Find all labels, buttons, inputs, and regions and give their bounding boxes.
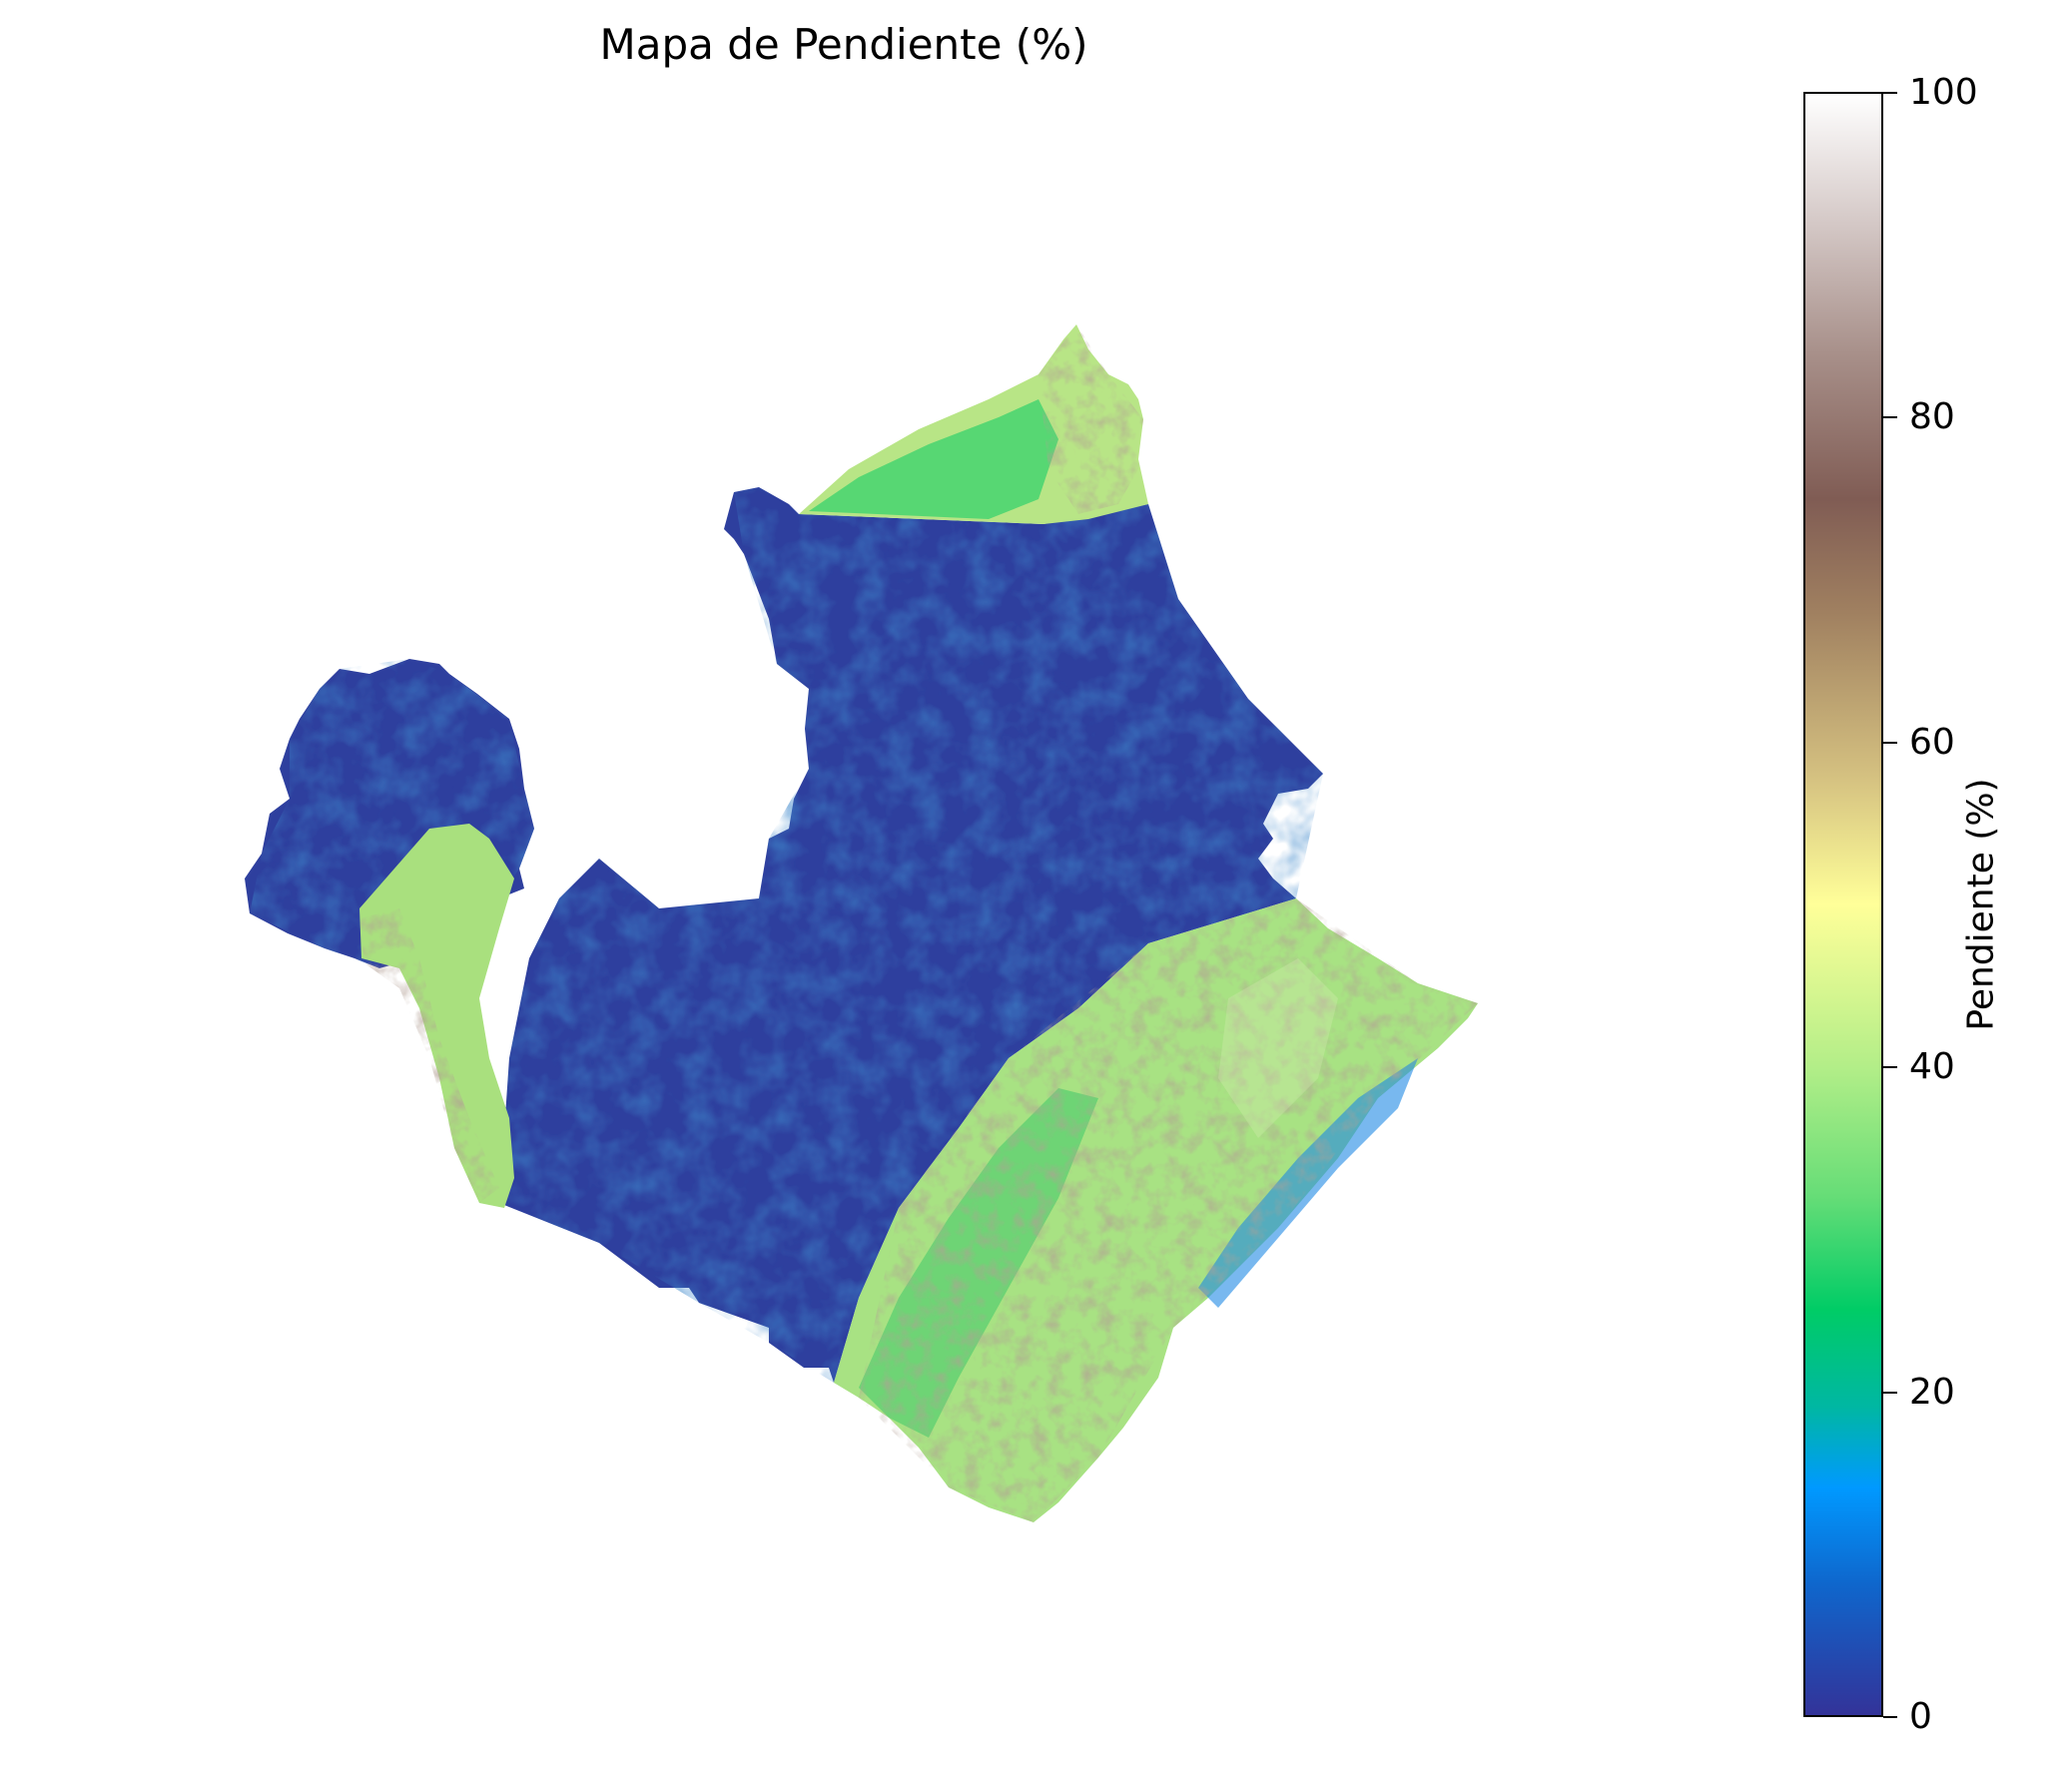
colorbar-tick-label: 20 <box>1909 1372 1955 1413</box>
slope-map <box>245 324 1478 1522</box>
colorbar-tick-20 <box>1883 1392 1897 1394</box>
colorbar-tick-label: 80 <box>1909 396 1955 437</box>
colorbar-tick-label: 100 <box>1909 72 1978 113</box>
colorbar-tick-label: 60 <box>1909 722 1955 763</box>
colorbar-tick-40 <box>1883 1066 1897 1068</box>
colorbar-tick-label: 0 <box>1909 1696 1932 1737</box>
page-title: Mapa de Pendiente (%) <box>599 20 1088 69</box>
colorbar-tick-label: 40 <box>1909 1046 1955 1087</box>
colorbar-tick-60 <box>1883 742 1897 744</box>
colorbar-title: Pendiente (%) <box>1960 778 2002 1031</box>
colorbar-tick-80 <box>1883 416 1897 418</box>
colorbar-tick-0 <box>1883 1716 1897 1718</box>
colorbar-tick-100 <box>1883 92 1897 94</box>
colorbar <box>1803 92 1883 1717</box>
